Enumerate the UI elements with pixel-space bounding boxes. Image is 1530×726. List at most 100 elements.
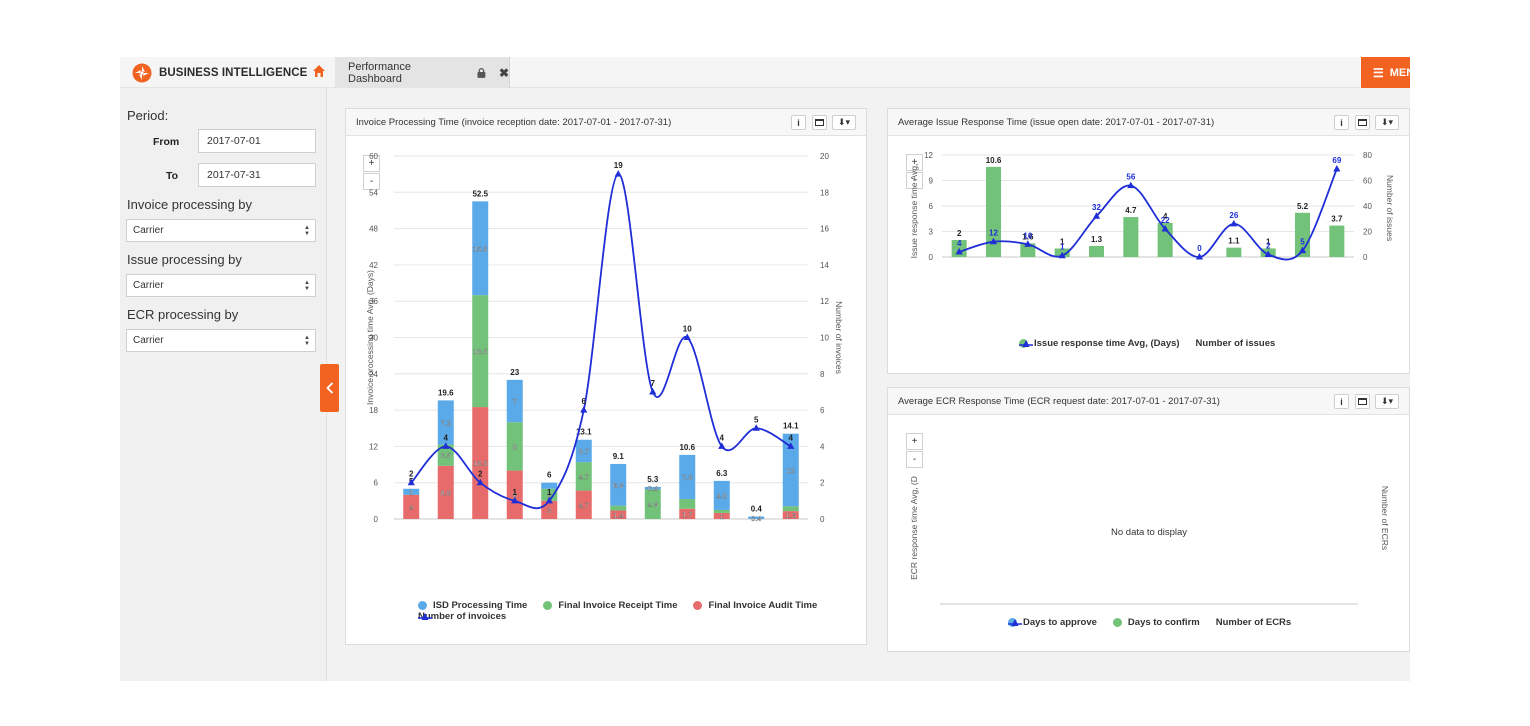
invoice-legend-line: Number of invoices [418, 611, 522, 622]
zoom-in-button[interactable]: + [906, 154, 923, 171]
y-tick-label: 6 [374, 479, 379, 488]
y2-tick-label: 8 [820, 370, 825, 379]
bar-segment-receipt [610, 505, 627, 511]
bar-segment-isd [506, 379, 523, 423]
total-label: 6 [547, 471, 552, 480]
download-button[interactable]: ⬇▾ [832, 115, 856, 130]
filter-sidebar: Period: From 2017-07-01 To 2017-07-31 In… [120, 88, 327, 681]
invoice-processing-label: Invoice processing by [127, 197, 253, 212]
issue-processing-select[interactable]: Carrier ▲ ▼ [126, 274, 316, 297]
segment-label: 8.8 [441, 488, 451, 497]
legend-item-confirm[interactable]: Days to confirm [1112, 617, 1200, 628]
download-button[interactable]: ⬇▾ [1375, 394, 1399, 409]
invoice-chart: 0612182430364248546002468101214161820Inv… [365, 152, 844, 524]
top-bar: BUSINESS INTELLIGENCE Performance Dashbo… [120, 57, 1410, 88]
bar-segment-isd [644, 486, 661, 490]
line-point [1264, 250, 1272, 257]
ecr-processing-select[interactable]: Carrier ▲ ▼ [126, 329, 316, 352]
line-point-label: 7 [651, 379, 656, 388]
from-date-input[interactable]: 2017-07-01 [198, 129, 316, 153]
y2-tick-label: 4 [820, 442, 825, 451]
line-point-label: 4 [720, 433, 725, 442]
bar [986, 166, 1001, 257]
zoom-out-button[interactable]: - [906, 172, 923, 189]
legend-item-issues[interactable]: Number of issues [1019, 338, 1275, 349]
home-icon[interactable] [312, 64, 326, 78]
collapse-sidebar-button[interactable] [320, 364, 339, 412]
legend-item-audit[interactable]: Final Invoice Audit Time [693, 600, 817, 611]
info-button[interactable]: i [1334, 394, 1349, 409]
zoom-in-button[interactable]: + [906, 433, 923, 450]
total-label: 9.1 [613, 452, 625, 461]
bar-segment-isd [472, 201, 489, 296]
bar-label: 3.7 [1331, 215, 1343, 224]
line-point [1058, 251, 1066, 259]
maximize-button[interactable] [1355, 115, 1370, 130]
segment-label: 8 [513, 442, 517, 451]
legend-item-approve[interactable]: Days to approve [1008, 617, 1097, 628]
period-label: Period: [127, 108, 169, 123]
legend-item-ecrs[interactable]: Number of ECRs [1008, 617, 1291, 628]
legend-dot [543, 601, 553, 610]
ecr-processing-value: Carrier [133, 335, 164, 346]
line-point-label: 22 [1161, 216, 1170, 225]
y2-tick-label: 60 [1363, 177, 1372, 186]
line-point-label: 69 [1332, 156, 1341, 165]
zoom-out-button[interactable]: - [906, 451, 923, 468]
menu-button[interactable]: ☰ MENU [1361, 57, 1410, 88]
info-button[interactable]: i [1334, 115, 1349, 130]
maximize-button[interactable] [1355, 394, 1370, 409]
bar-segment-audit [610, 510, 627, 519]
legend-label: Final Invoice Receipt Time [558, 600, 678, 611]
info-button[interactable]: i [791, 115, 806, 130]
bar-segment-receipt [713, 509, 730, 513]
total-label: 6.3 [716, 469, 728, 478]
invoice-processing-select[interactable]: Carrier ▲ ▼ [126, 219, 316, 242]
bar-segment-isd [748, 516, 765, 519]
brand-title: BUSINESS INTELLIGENCE [159, 67, 308, 79]
line-point [1092, 212, 1101, 219]
bar-segment-isd [575, 439, 592, 463]
bar-segment-audit [403, 494, 420, 519]
total-label: 14.1 [783, 422, 799, 431]
legend-item-invoices[interactable]: Number of invoices [418, 611, 506, 622]
bar-segment-isd [679, 454, 696, 500]
segment-label: 0.4 [648, 484, 658, 493]
ecr-processing-label: ECR processing by [127, 307, 239, 322]
y2-tick-label: 2 [820, 479, 825, 488]
bar-segment-audit [782, 511, 799, 519]
line-point-label: 2 [1266, 241, 1271, 250]
maximize-button[interactable] [812, 115, 827, 130]
download-icon: ⬇▾ [1380, 396, 1394, 406]
download-button[interactable]: ⬇▾ [1375, 115, 1399, 130]
lock-icon[interactable] [477, 67, 486, 78]
line-point-label: 6 [582, 397, 587, 406]
line-point-label: 0 [1197, 244, 1202, 253]
tab-performance-dashboard[interactable]: Performance Dashboard ✖ [335, 57, 510, 88]
segment-label: 4 [409, 503, 413, 512]
legend-item-issue-time[interactable]: Issue response time Avg, (Days) [1019, 338, 1180, 349]
line-point [580, 406, 588, 413]
line-point [476, 478, 484, 486]
brand[interactable]: BUSINESS INTELLIGENCE [132, 62, 307, 84]
no-data-message: No data to display [1111, 527, 1188, 538]
legend-item-receipt[interactable]: Final Invoice Receipt Time [543, 600, 677, 611]
line-point-label: 2 [409, 470, 414, 479]
total-label: 52.5 [472, 189, 488, 198]
bar-label: 2 [957, 229, 962, 238]
line-point [649, 387, 657, 395]
to-date-input[interactable]: 2017-07-31 [198, 163, 316, 187]
line-point [752, 424, 760, 431]
info-icon: i [1340, 396, 1343, 407]
zoom-in-button[interactable]: + [363, 155, 380, 172]
legend-label: Issue response time Avg, (Days) [1034, 338, 1180, 349]
zoom-out-button[interactable]: - [363, 173, 380, 190]
y-tick-label: 0 [374, 515, 379, 524]
bar-segment-isd [437, 400, 454, 445]
triangle-marker-icon [418, 612, 432, 620]
legend-item-isd[interactable]: ISD Processing Time [418, 600, 527, 611]
y-tick-label: 60 [369, 152, 378, 161]
close-icon[interactable]: ✖ [498, 65, 509, 80]
bar-segment-isd [713, 480, 730, 510]
